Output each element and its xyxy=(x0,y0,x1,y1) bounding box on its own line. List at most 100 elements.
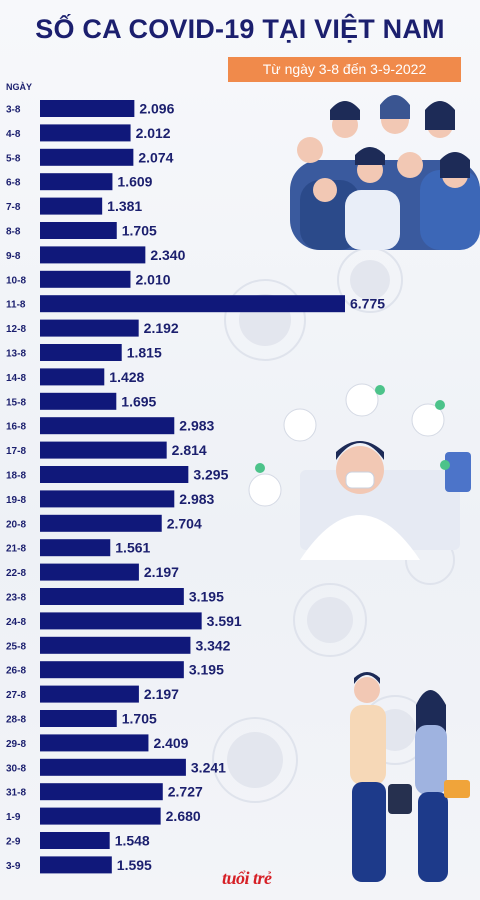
category-label: 23-8 xyxy=(6,593,26,604)
category-label: 7-8 xyxy=(6,202,21,213)
value-label: 2.197 xyxy=(144,564,179,580)
category-label: 29-8 xyxy=(6,739,26,750)
value-label: 2.012 xyxy=(136,125,171,141)
bar xyxy=(40,222,117,239)
category-label: 30-8 xyxy=(6,763,26,774)
couple-illustration xyxy=(350,672,470,882)
bar xyxy=(40,685,139,703)
category-label: 31-8 xyxy=(6,788,26,799)
category-label: 14-8 xyxy=(6,373,26,384)
bar xyxy=(40,539,111,557)
value-label: 2.192 xyxy=(144,320,179,336)
bar xyxy=(40,514,162,532)
category-label: 20-8 xyxy=(6,519,26,530)
category-label: 9-8 xyxy=(6,251,21,262)
bar xyxy=(40,758,186,776)
bar xyxy=(40,270,131,288)
value-label: 3.295 xyxy=(193,467,228,483)
bar xyxy=(40,173,113,191)
value-label: 2.814 xyxy=(172,442,207,458)
value-label: 2.340 xyxy=(150,247,185,263)
value-label: 2.074 xyxy=(138,149,173,165)
value-label: 1.381 xyxy=(107,198,142,214)
date-range-banner: Từ ngày 3-8 đến 3-9-2022 xyxy=(228,57,461,82)
category-label: 3-8 xyxy=(6,105,21,116)
value-label: 1.548 xyxy=(115,833,150,849)
bar xyxy=(40,295,345,313)
value-label: 1.705 xyxy=(122,223,157,239)
category-label: 16-8 xyxy=(6,422,26,433)
value-label: 2.704 xyxy=(167,515,202,531)
value-label: 1.695 xyxy=(121,393,156,409)
category-label: 24-8 xyxy=(6,617,26,628)
bar xyxy=(40,417,175,435)
category-label: 22-8 xyxy=(6,568,26,579)
value-label: 2.010 xyxy=(135,271,170,287)
bar xyxy=(40,344,122,361)
bar xyxy=(40,197,103,215)
category-label: 10-8 xyxy=(6,275,26,286)
value-label: 2.727 xyxy=(168,784,203,800)
value-label: 2.197 xyxy=(144,686,179,702)
bar xyxy=(40,710,117,727)
bar xyxy=(40,100,135,117)
value-label: 3.195 xyxy=(189,662,224,678)
category-label: 18-8 xyxy=(6,471,26,482)
value-label: 3.342 xyxy=(195,637,230,653)
value-label: 2.983 xyxy=(179,418,214,434)
bar xyxy=(40,661,184,679)
category-label: 27-8 xyxy=(6,690,26,701)
category-label: 15-8 xyxy=(6,397,26,408)
bar xyxy=(40,441,167,459)
category-label: 28-8 xyxy=(6,715,26,726)
doctor-illustration xyxy=(248,383,471,560)
value-label: 3.591 xyxy=(207,613,242,629)
bar xyxy=(40,588,184,605)
bar xyxy=(40,832,110,849)
category-label: 11-8 xyxy=(6,300,26,311)
bar xyxy=(40,612,202,630)
value-label: 2.096 xyxy=(139,101,174,117)
value-label: 1.428 xyxy=(109,369,144,385)
category-label: 2-9 xyxy=(6,837,21,848)
value-label: 1.561 xyxy=(115,540,150,556)
bar xyxy=(40,392,117,410)
crowd-illustration xyxy=(290,95,480,250)
y-axis-label: NGÀY xyxy=(6,82,33,92)
logo: tuổi trẻ xyxy=(222,868,272,888)
value-label: 3.195 xyxy=(189,589,224,605)
bar xyxy=(40,563,139,581)
category-label: 19-8 xyxy=(6,495,26,506)
page-title: SỐ CA COVID-19 TẠI VIỆT NAM xyxy=(35,14,445,44)
bar xyxy=(40,124,131,142)
value-label: 1.705 xyxy=(122,711,157,727)
bar xyxy=(40,636,191,654)
bar xyxy=(40,466,189,483)
value-label: 1.815 xyxy=(127,345,162,361)
bar xyxy=(40,148,134,166)
category-label: 13-8 xyxy=(6,349,26,360)
value-label: 2.409 xyxy=(153,735,188,751)
category-label: 12-8 xyxy=(6,324,26,335)
bar xyxy=(40,807,161,825)
bar xyxy=(40,783,163,801)
bar xyxy=(40,490,175,508)
bar xyxy=(40,734,149,752)
bar xyxy=(40,368,105,386)
category-label: 8-8 xyxy=(6,227,21,238)
category-label: 6-8 xyxy=(6,178,21,189)
category-label: 17-8 xyxy=(6,446,26,457)
value-label: 1.595 xyxy=(117,857,152,873)
value-label: 2.680 xyxy=(166,808,201,824)
value-label: 6.775 xyxy=(350,296,385,312)
value-label: 1.609 xyxy=(117,174,152,190)
category-label: 3-9 xyxy=(6,861,21,872)
bar xyxy=(40,856,112,874)
category-label: 26-8 xyxy=(6,666,26,677)
value-label: 2.983 xyxy=(179,491,214,507)
category-label: 4-8 xyxy=(6,129,21,140)
value-label: 3.241 xyxy=(191,759,226,775)
